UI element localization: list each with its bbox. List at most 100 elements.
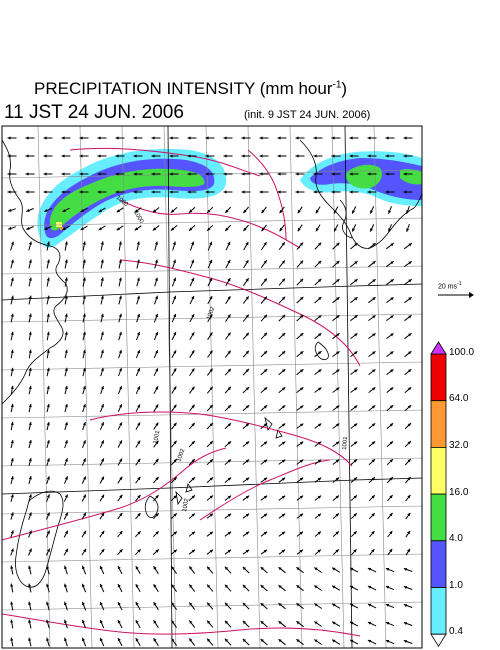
wind-vector-head <box>336 242 340 246</box>
wind-vector-head <box>83 476 86 480</box>
wind-vector-head <box>80 227 84 230</box>
wind-vector-head <box>153 566 157 570</box>
wind-vector-head <box>116 227 120 231</box>
wind-vector-head <box>245 441 250 445</box>
wind-vector-head <box>151 136 155 140</box>
wind-vector-head <box>119 494 123 499</box>
wind-vector-head <box>61 190 65 194</box>
wind-vector-head <box>153 638 157 642</box>
wind-vector-head <box>119 422 122 426</box>
grid-line <box>289 126 303 648</box>
wind-vector-head <box>281 423 286 427</box>
wind-vector-head <box>155 458 159 463</box>
wind-vector-head <box>118 241 122 245</box>
wind-vector-head <box>407 477 411 481</box>
wind-vector-head <box>297 209 301 214</box>
wind-vector-head <box>331 190 335 194</box>
wind-vector-head <box>371 513 375 517</box>
wind-vector-head <box>350 585 354 589</box>
wind-vector-head <box>153 602 157 606</box>
wind-vector-head <box>82 331 86 335</box>
wind-vector-head <box>46 422 50 426</box>
wind-vector-head <box>64 565 67 570</box>
wind-vector-head <box>82 458 86 462</box>
wind-vector-head <box>100 404 104 408</box>
wind-vector-head <box>408 261 412 265</box>
wind-vector-head <box>26 208 30 212</box>
wind-vector-head <box>370 228 373 232</box>
wind-vector-head <box>260 585 264 589</box>
wind-vector-head <box>407 548 410 553</box>
wind-vector-head <box>10 385 14 390</box>
wind-vector-head <box>171 584 175 588</box>
wind-vector-head <box>300 369 304 373</box>
wind-vector-head <box>318 242 322 246</box>
wind-vector-head <box>372 405 376 409</box>
grid-line <box>2 265 422 275</box>
wind-vector-head <box>64 404 68 408</box>
wind-vector-head <box>10 548 14 552</box>
wind-vector-head <box>79 190 83 194</box>
wind-vector-head <box>10 637 14 641</box>
wind-vector-head <box>209 314 213 318</box>
grid-line <box>2 361 422 371</box>
wind-vector-head <box>332 621 336 625</box>
wind-vector-head <box>390 261 394 265</box>
wind-vector-head <box>299 278 304 282</box>
wind-vector-head <box>227 259 231 264</box>
wind-vector-head <box>263 405 268 409</box>
wind-vector-head <box>282 405 286 409</box>
wind-vector-head <box>389 531 393 535</box>
wind-vector-head <box>263 387 268 391</box>
wind-vector-head <box>64 277 68 281</box>
wind-vector-head <box>353 423 358 427</box>
wind-vector-head <box>407 512 411 517</box>
wind-vector-head <box>64 313 68 317</box>
wind-vector-head <box>28 403 32 408</box>
wind-vector-head <box>390 369 394 373</box>
wind-vector-head <box>189 227 193 231</box>
colorbar-over-triangle <box>430 341 447 355</box>
contour-label: 1002 <box>206 305 216 320</box>
wind-vector-head <box>295 172 299 176</box>
wind-vector-head <box>335 477 340 481</box>
wind-vector-head <box>297 227 301 232</box>
wind-vector-head <box>227 495 232 499</box>
wind-vector-head <box>115 136 119 140</box>
grid-line <box>2 553 422 563</box>
wind-vector-head <box>115 154 119 158</box>
wind-vector-head <box>171 602 175 606</box>
wind-vector-head <box>245 495 250 499</box>
wind-vector-head <box>263 423 268 427</box>
wind-vector-head <box>260 639 264 643</box>
wind-vector-head <box>227 531 232 535</box>
wind-vector-head <box>318 278 322 283</box>
wind-vector-head <box>259 190 263 194</box>
wind-vector-head <box>64 601 67 606</box>
colorbar-segment <box>430 493 447 542</box>
colorbar-segment <box>430 400 447 448</box>
wind-vector-head <box>281 495 286 499</box>
wind-vector-head <box>335 495 339 499</box>
wind-vector-head <box>207 584 211 588</box>
wind-vector-head <box>28 349 32 353</box>
wind-vector-head <box>97 172 101 176</box>
wind-vector-head <box>28 259 32 263</box>
wind-vector-head <box>135 584 139 588</box>
wind-vector-head <box>372 333 376 337</box>
wind-vector-head <box>263 495 268 499</box>
wind-vector-head <box>119 512 123 517</box>
wind-vector-head <box>299 441 304 445</box>
wind-vector-head <box>263 242 267 246</box>
wind-vector-head <box>61 154 65 158</box>
grid-line <box>2 217 422 227</box>
wind-vector-head <box>80 209 84 212</box>
wind-vector-head <box>117 584 121 588</box>
wind-vector-head <box>135 602 139 606</box>
wind-vector-head <box>153 620 157 624</box>
wind-vector-head <box>407 494 411 499</box>
wind-vector-head <box>137 513 141 517</box>
wind-vector-head <box>227 314 231 318</box>
wind-vector-head <box>295 190 299 194</box>
wind-vector-head <box>191 441 195 445</box>
